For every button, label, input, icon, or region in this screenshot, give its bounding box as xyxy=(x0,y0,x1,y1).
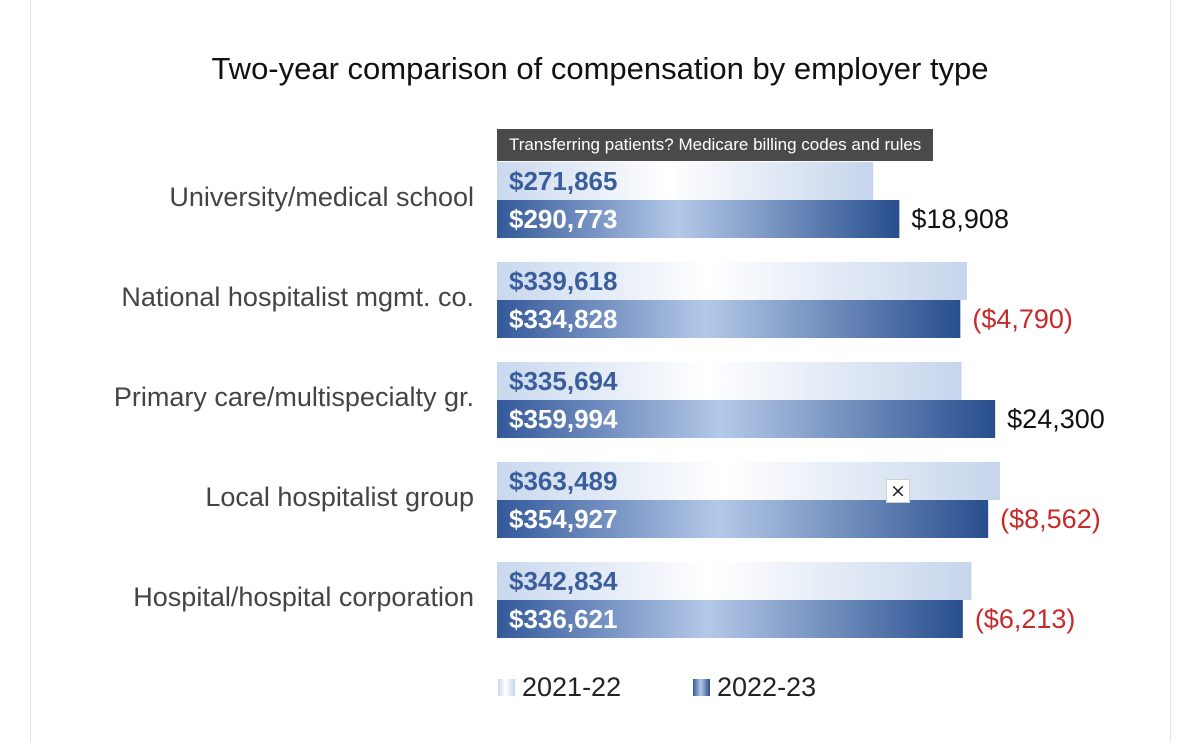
difference-label-national-hospitalist-mgmt-co: ($4,790) xyxy=(972,304,1073,334)
bar-2021-22-university-medical-school xyxy=(497,162,874,200)
bar-2021-22-hospital-hospital-corporation xyxy=(497,562,972,600)
article-tooltip[interactable]: Transferring patients? Medicare billing … xyxy=(497,129,934,161)
value-label-2022-23-primary-care-multispecialty-gr: $359,994 xyxy=(509,404,618,434)
bar-2022-23-local-hospitalist-group xyxy=(497,500,989,538)
legend-swatch-2021-22 xyxy=(498,679,515,696)
category-label-hospital-hospital-corporation: Hospital/hospital corporation xyxy=(133,582,474,612)
bar-2022-23-national-hospitalist-mgmt-co xyxy=(497,300,961,338)
difference-label-primary-care-multispecialty-gr: $24,300 xyxy=(1007,404,1105,434)
close-icon[interactable]: × xyxy=(886,479,910,503)
difference-label-local-hospitalist-group: ($8,562) xyxy=(1000,504,1101,534)
bar-2021-22-local-hospitalist-group xyxy=(497,462,1000,500)
category-label-university-medical-school: University/medical school xyxy=(169,182,474,212)
category-label-local-hospitalist-group: Local hospitalist group xyxy=(205,482,474,512)
chart-title: Two-year comparison of compensation by e… xyxy=(211,51,988,86)
value-label-2022-23-hospital-hospital-corporation: $336,621 xyxy=(509,604,617,634)
left-border xyxy=(30,0,31,742)
bar-2021-22-national-hospitalist-mgmt-co xyxy=(497,262,967,300)
value-label-2021-22-national-hospitalist-mgmt-co: $339,618 xyxy=(509,266,617,296)
value-label-2022-23-national-hospitalist-mgmt-co: $334,828 xyxy=(509,304,617,334)
value-label-2021-22-primary-care-multispecialty-gr: $335,694 xyxy=(509,366,618,396)
legend-label-2021-22: 2021-22 xyxy=(522,672,621,702)
category-label-national-hospitalist-mgmt-co: National hospitalist mgmt. co. xyxy=(121,282,474,312)
value-label-2021-22-local-hospitalist-group: $363,489 xyxy=(509,466,617,496)
value-label-2021-22-hospital-hospital-corporation: $342,834 xyxy=(509,566,618,596)
difference-label-university-medical-school: $18,908 xyxy=(911,204,1009,234)
bar-2021-22-primary-care-multispecialty-gr xyxy=(497,362,962,400)
bar-2022-23-primary-care-multispecialty-gr xyxy=(497,400,996,438)
bar-2022-23-university-medical-school xyxy=(497,200,900,238)
difference-label-hospital-hospital-corporation: ($6,213) xyxy=(975,604,1076,634)
bar-2022-23-hospital-hospital-corporation xyxy=(497,600,963,638)
value-label-2022-23-university-medical-school: $290,773 xyxy=(509,204,617,234)
legend-swatch-2022-23 xyxy=(693,679,710,696)
right-border xyxy=(1170,0,1171,742)
value-label-2022-23-local-hospitalist-group: $354,927 xyxy=(509,504,617,534)
category-label-primary-care-multispecialty-gr: Primary care/multispecialty gr. xyxy=(114,382,474,412)
value-label-2021-22-university-medical-school: $271,865 xyxy=(509,166,617,196)
legend-label-2022-23: 2022-23 xyxy=(717,672,816,702)
